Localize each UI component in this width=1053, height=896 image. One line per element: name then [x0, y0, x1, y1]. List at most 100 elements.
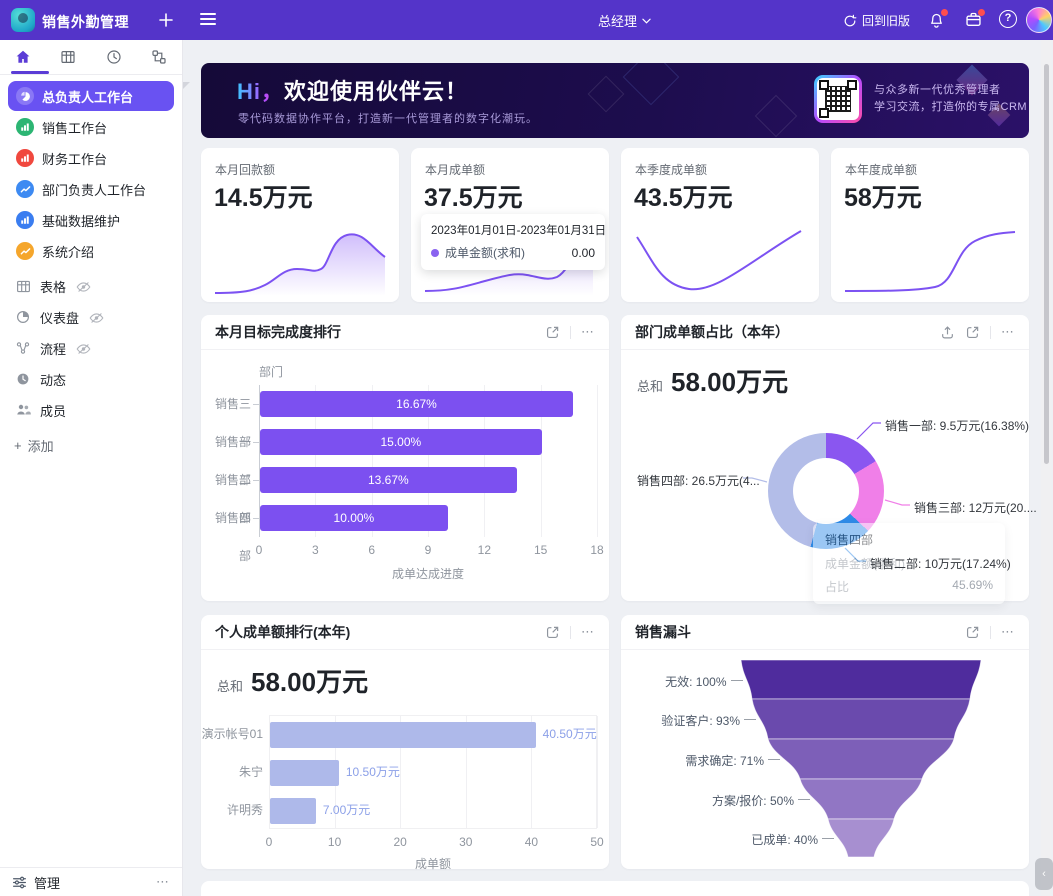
notifications-button[interactable] [928, 9, 948, 29]
role-selector[interactable]: 总经理 [598, 11, 651, 30]
tab-tables[interactable] [46, 40, 92, 74]
goal-bar[interactable]: 13.67% [260, 467, 517, 493]
stat-title: 本月成单额 [425, 163, 486, 177]
funnel-stage[interactable] [751, 698, 971, 740]
funnel-stage-label: 无效: 100% [665, 674, 727, 689]
x-tick-label: 0 [255, 543, 263, 557]
more-menu-button[interactable]: ⋯ [1001, 624, 1015, 639]
sidebar-item-部门负责人工作台[interactable]: 部门负责人工作台 [8, 174, 174, 204]
briefcase-icon [966, 12, 981, 26]
funnel-shape[interactable] [701, 660, 1021, 865]
funnel-stage[interactable] [767, 738, 955, 780]
stat-title: 本月回款额 [215, 163, 276, 177]
tab-home[interactable] [0, 40, 46, 74]
goal-bar[interactable]: 15.00% [260, 429, 542, 455]
export-icon[interactable] [545, 325, 560, 340]
gridline [259, 385, 260, 537]
category-label: 销售三部 [214, 397, 251, 449]
funnel-stage[interactable] [740, 660, 982, 700]
eye-off-icon[interactable] [87, 312, 104, 324]
x-tick-label: 6 [368, 543, 375, 557]
sidebar-tool-流程[interactable]: 流程 [8, 333, 174, 364]
personal-bar[interactable] [270, 722, 536, 748]
sidebar-item-label: 基础数据维护 [42, 213, 121, 229]
x-axis-title: 成单额 [414, 857, 451, 871]
help-button[interactable]: ? [999, 10, 1017, 28]
app-logo[interactable] [11, 8, 35, 32]
tab-history[interactable] [91, 40, 137, 74]
sidebar-item-财务工作台[interactable]: 财务工作台 [8, 143, 174, 173]
slice-label-销售一部: 销售一部: 9.5万元(16.38%) [885, 419, 1030, 433]
eye-off-icon[interactable] [74, 343, 91, 355]
sidebar-tool-仪表盘[interactable]: 仪表盘 [8, 302, 174, 333]
sidebar-tool-动态[interactable]: 动态 [8, 364, 174, 395]
more-menu-button[interactable]: ⋯ [581, 324, 595, 339]
app-title: 销售外勤管理 [42, 14, 129, 30]
sidebar-item-label: 总负责人工作台 [42, 89, 134, 105]
sidebar-tool-label: 流程 [40, 342, 67, 357]
stat-value: 43.5万元 [634, 184, 733, 212]
manage-more-button[interactable]: ⋯ [156, 874, 170, 889]
scrollbar-thumb[interactable] [1044, 64, 1049, 464]
feed-icon [16, 372, 32, 388]
org-icon [152, 50, 166, 64]
tab-workflow[interactable] [137, 40, 183, 74]
goal-bar[interactable]: 16.67% [260, 391, 574, 417]
more-menu-button[interactable]: ⋯ [1001, 324, 1015, 339]
personal-bar[interactable] [270, 760, 339, 786]
workbench-badge [978, 9, 985, 16]
sidebar-tool-list: 表格仪表盘流程动态 成员 [0, 267, 182, 426]
personal-ranking-card: 个人成单额排行(本年) ⋯ 总和 58.00万元 0 10 20 30 40 50 演示帐号… [201, 615, 609, 871]
scrollbar-track[interactable] [1041, 40, 1051, 896]
bar-value-label: 40.50万元 [542, 727, 597, 741]
more-menu-button[interactable]: ⋯ [581, 624, 595, 639]
sidebar-item-基础数据维护[interactable]: 基础数据维护 [8, 205, 174, 235]
sidebar-tool-label: 表格 [40, 280, 67, 295]
export-icon[interactable] [545, 625, 560, 640]
sidebar-item-总负责人工作台[interactable]: 总负责人工作台 [8, 81, 174, 111]
add-app-button[interactable] [156, 10, 176, 30]
funnel-leader-line [798, 799, 810, 800]
main-content: Hi，欢迎使用伙伴云！ 零代码数据协作平台，打造新一代管理者的数字化潮玩。 与众… [183, 40, 1053, 896]
export-icon[interactable] [965, 625, 980, 640]
collapse-handle[interactable]: ‹ [1035, 858, 1053, 890]
bars-icon [16, 118, 34, 136]
category-label: 许明秀 [226, 803, 263, 817]
personal-bar[interactable] [270, 798, 316, 824]
funnel-leader-line [768, 759, 780, 760]
sidebar-tool-成员[interactable]: 成员 [8, 395, 174, 426]
sidebar-add-button[interactable]: + 添加 [0, 426, 182, 455]
hamburger-menu-button[interactable] [200, 13, 216, 27]
sidebar-tool-表格[interactable]: 表格 [8, 271, 174, 302]
sidebar-item-系统介绍[interactable]: 系统介绍 [8, 236, 174, 266]
sparkline-chart [844, 231, 1016, 292]
axis-tick [253, 404, 259, 405]
goal-bar[interactable]: 10.00% [260, 505, 448, 531]
banner-decoration [587, 75, 625, 113]
active-tab-underline [11, 71, 49, 74]
personal-plot-area [269, 715, 598, 829]
funnel-stage-label: 方案/报价: 50% [711, 794, 794, 808]
workbench-button[interactable] [965, 9, 985, 29]
stat-value: 14.5万元 [214, 184, 313, 212]
sidebar-tool-label: 仪表盘 [40, 311, 80, 326]
role-label: 总经理 [598, 14, 638, 29]
gridline [597, 716, 598, 828]
gridline [428, 385, 429, 537]
sidebar-manage-bar[interactable]: 管理 ⋯ [0, 867, 182, 896]
funnel-stage[interactable] [827, 818, 895, 858]
banner-decoration [622, 63, 680, 106]
tooltip-title: 销售四部 [825, 533, 874, 547]
funnel-stage-label: 已成单: 40% [751, 833, 818, 847]
category-label: 演示帐号01 [201, 727, 263, 741]
funnel-stage[interactable] [799, 778, 923, 820]
category-label: 销售二部 [214, 473, 251, 525]
banner-decoration [754, 94, 798, 138]
bars-icon [16, 211, 34, 229]
sidebar-item-销售工作台[interactable]: 销售工作台 [8, 112, 174, 142]
download-icon[interactable] [940, 325, 955, 340]
export-icon[interactable] [965, 325, 980, 340]
back-to-old-version-button[interactable]: 回到旧版 [843, 12, 910, 29]
user-avatar[interactable] [1026, 7, 1052, 33]
eye-off-icon[interactable] [74, 281, 91, 293]
